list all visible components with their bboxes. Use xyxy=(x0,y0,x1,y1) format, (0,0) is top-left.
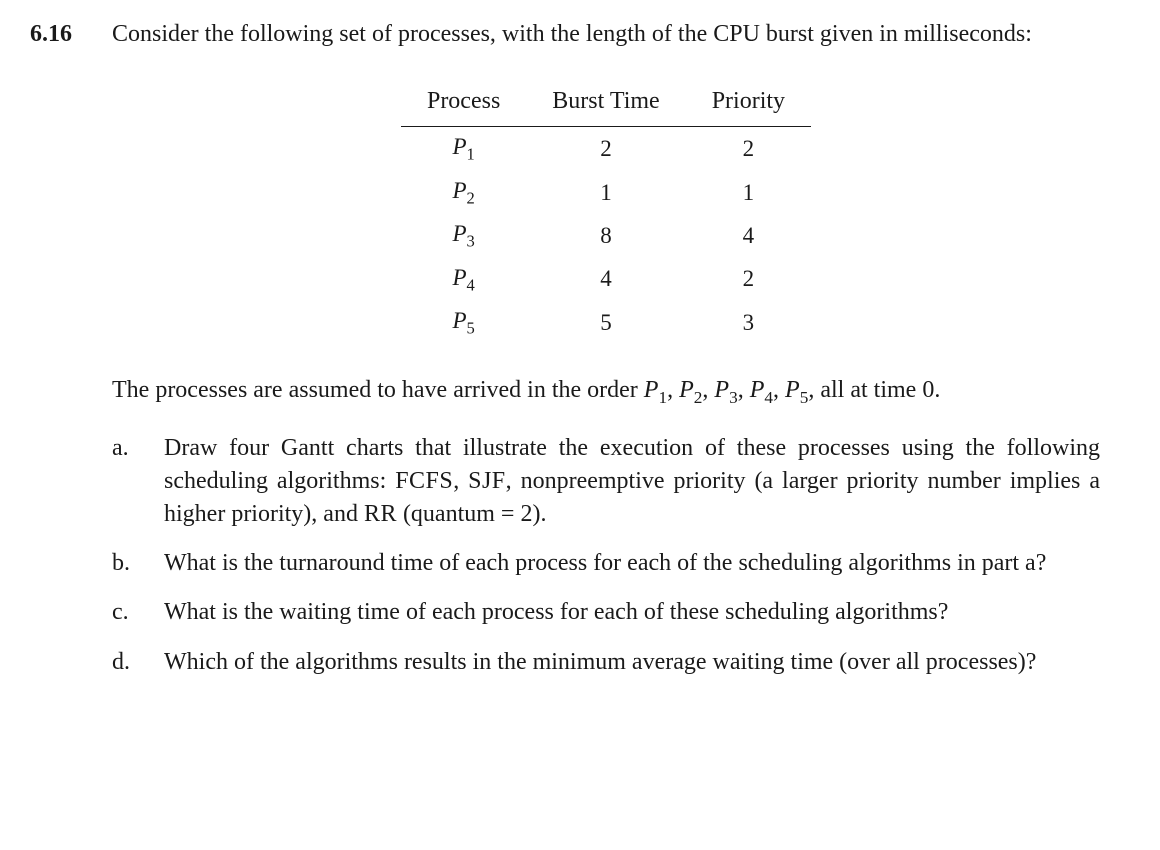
arrival-text: The processes are assumed to have arrive… xyxy=(112,374,1100,410)
table-wrap: Process Burst Time Priority P1 2 2 P2 xyxy=(112,79,1100,344)
problem-body: Consider the following set of processes,… xyxy=(112,18,1100,695)
part-d: d. Which of the algorithms results in th… xyxy=(112,646,1100,679)
col-burst: Burst Time xyxy=(526,79,685,127)
problem-number: 6.16 xyxy=(30,18,88,695)
cell-process: P5 xyxy=(401,301,526,344)
process-table: Process Burst Time Priority P1 2 2 P2 xyxy=(401,79,811,344)
part-label: b. xyxy=(112,547,140,580)
table-row: P1 2 2 xyxy=(401,127,811,171)
col-priority: Priority xyxy=(686,79,811,127)
part-text: Draw four Gantt charts that illustrate t… xyxy=(164,432,1100,531)
parts-list: a. Draw four Gantt charts that illustrat… xyxy=(112,432,1100,679)
cell-priority: 1 xyxy=(686,171,811,214)
part-a: a. Draw four Gantt charts that illustrat… xyxy=(112,432,1100,531)
part-b: b. What is the turnaround time of each p… xyxy=(112,547,1100,580)
cell-priority: 2 xyxy=(686,258,811,301)
part-label: c. xyxy=(112,596,140,629)
cell-burst: 8 xyxy=(526,214,685,257)
cell-process: P3 xyxy=(401,214,526,257)
col-process: Process xyxy=(401,79,526,127)
page: 6.16 Consider the following set of proce… xyxy=(0,0,1160,735)
cell-priority: 3 xyxy=(686,301,811,344)
cell-burst: 1 xyxy=(526,171,685,214)
part-text: Which of the algorithms results in the m… xyxy=(164,646,1100,679)
table-header-row: Process Burst Time Priority xyxy=(401,79,811,127)
table-row: P3 8 4 xyxy=(401,214,811,257)
intro-text: Consider the following set of processes,… xyxy=(112,18,1100,51)
cell-priority: 4 xyxy=(686,214,811,257)
part-c: c. What is the waiting time of each proc… xyxy=(112,596,1100,629)
cell-burst: 4 xyxy=(526,258,685,301)
table-row: P5 5 3 xyxy=(401,301,811,344)
cell-burst: 2 xyxy=(526,127,685,171)
part-text: What is the waiting time of each process… xyxy=(164,596,1100,629)
cell-priority: 2 xyxy=(686,127,811,171)
table-row: P2 1 1 xyxy=(401,171,811,214)
cell-process: P2 xyxy=(401,171,526,214)
part-text: What is the turnaround time of each proc… xyxy=(164,547,1100,580)
table-row: P4 4 2 xyxy=(401,258,811,301)
part-label: a. xyxy=(112,432,140,531)
cell-process: P1 xyxy=(401,127,526,171)
cell-burst: 5 xyxy=(526,301,685,344)
cell-process: P4 xyxy=(401,258,526,301)
problem-block: 6.16 Consider the following set of proce… xyxy=(30,18,1100,695)
part-label: d. xyxy=(112,646,140,679)
